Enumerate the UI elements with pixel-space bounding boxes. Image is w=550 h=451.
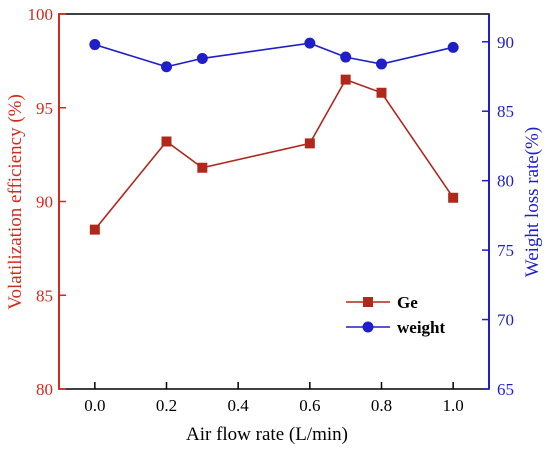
legend-ge-label: Ge — [397, 293, 418, 312]
x-axis-ticks: 0.0 0.2 0.4 0.6 0.8 1.0 — [84, 382, 464, 415]
data-point-weight — [340, 51, 352, 63]
right-y-tick-label: 85 — [497, 102, 514, 121]
data-point-ge — [161, 136, 172, 147]
data-point-weight — [196, 52, 208, 64]
legend-weight-marker — [362, 321, 374, 333]
right-y-tick-label: 70 — [497, 311, 514, 330]
legend-ge-marker — [363, 297, 373, 307]
x-tick-label: 0.2 — [156, 396, 177, 415]
data-point-weight — [89, 39, 101, 51]
legend: Ge weight — [346, 293, 446, 337]
series-layer — [89, 37, 459, 235]
data-point-ge — [340, 74, 351, 85]
legend-weight-label: weight — [397, 318, 446, 337]
left-y-tick-label: 95 — [36, 99, 53, 118]
data-point-weight — [376, 58, 387, 70]
data-point-ge — [448, 192, 459, 203]
left-y-tick-label: 80 — [36, 380, 53, 399]
right-y-axis-title: Weight loss rate(%) — [522, 127, 543, 277]
x-tick-label: 0.8 — [371, 396, 392, 415]
right-y-tick-label: 80 — [497, 172, 514, 191]
right-y-tick-label: 75 — [497, 241, 514, 260]
plot-area — [58, 13, 490, 390]
x-tick-label: 0.4 — [228, 396, 250, 415]
data-point-weight — [304, 37, 316, 49]
data-point-weight — [161, 61, 172, 73]
left-y-axis-ticks: 80 85 90 95 100 — [28, 5, 66, 399]
right-y-tick-label: 90 — [497, 33, 514, 52]
left-y-tick-label: 85 — [36, 286, 53, 305]
left-y-axis-title: Volatilization efficiency (%) — [5, 94, 26, 310]
data-point-ge — [197, 162, 208, 173]
x-tick-label: 1.0 — [443, 396, 464, 415]
x-tick-label: 0.6 — [299, 396, 320, 415]
x-tick-label: 0.0 — [84, 396, 105, 415]
data-point-ge — [89, 224, 100, 235]
data-point-ge — [376, 87, 387, 98]
data-point-weight — [447, 41, 459, 53]
x-axis-title: Air flow rate (L/min) — [186, 424, 348, 445]
right-y-axis-ticks: 65 70 75 80 85 90 — [482, 33, 514, 399]
left-y-tick-label: 100 — [28, 5, 54, 24]
right-y-tick-label: 65 — [497, 380, 514, 399]
left-y-tick-label: 90 — [36, 193, 53, 212]
data-point-ge — [304, 138, 315, 149]
